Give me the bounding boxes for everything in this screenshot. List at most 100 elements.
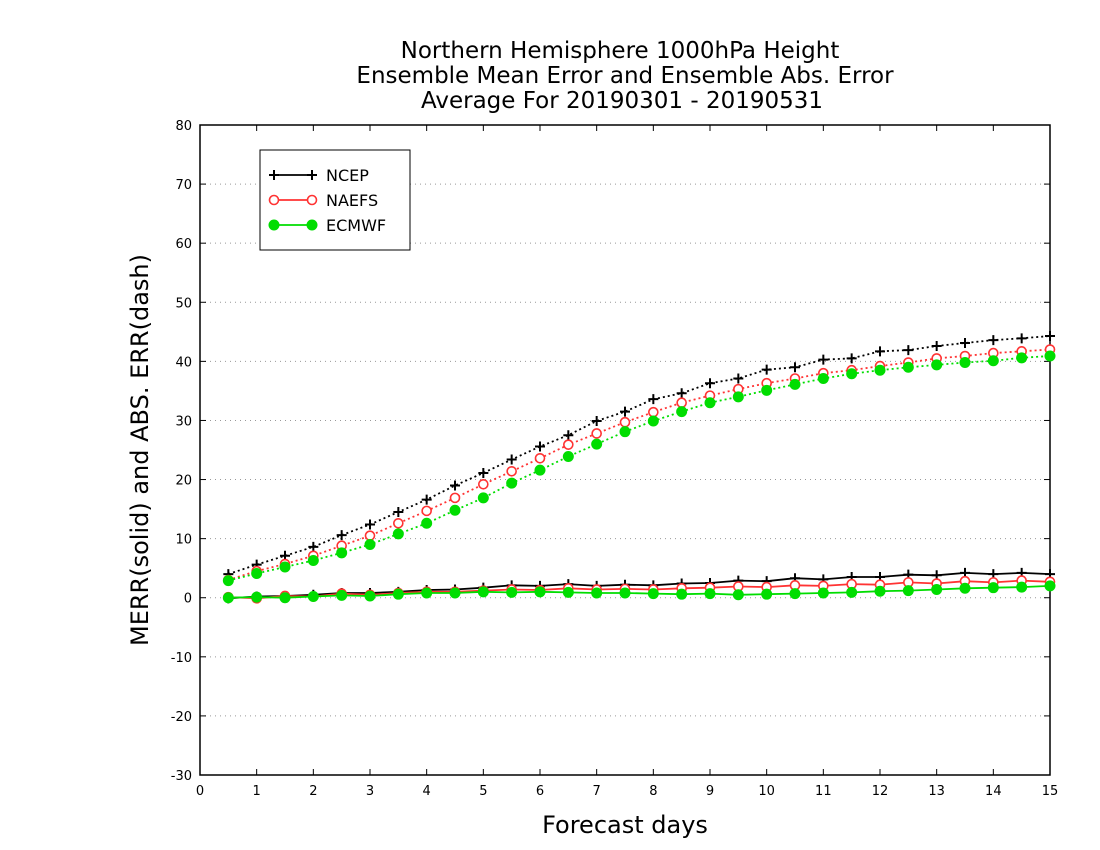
title-line-1: Northern Hemisphere 1000hPa Height: [401, 38, 840, 64]
ecmwf-abs-err-point: [647, 415, 659, 427]
naefs-abs-err-point: [648, 406, 659, 418]
x-tick-label: 1: [253, 784, 261, 799]
ncep-abs-err-point: [761, 364, 772, 375]
ecmwf-mean-err-point: [534, 586, 546, 598]
ecmwf-mean-err-point: [307, 591, 319, 603]
x-tick-label: 11: [815, 784, 832, 799]
x-tick-label: 9: [706, 784, 714, 799]
ecmwf-mean-err-point: [619, 587, 631, 599]
ecmwf-mean-err-point: [902, 585, 914, 597]
ncep-abs-err-point: [875, 346, 885, 357]
y-tick-label: 60: [175, 237, 192, 252]
ecmwf-abs-err-point: [364, 539, 376, 551]
ecmwf-mean-err-point: [506, 586, 518, 598]
ncep-abs-err-point: [818, 354, 829, 365]
naefs-abs-err-point: [478, 478, 489, 490]
ecmwf-abs-err-point: [987, 355, 999, 367]
ncep-abs-err-point: [733, 373, 744, 384]
legend-label-ncep: NCEP: [326, 166, 369, 185]
naefs-abs-err-point: [364, 530, 376, 541]
y-tick-label: 50: [175, 296, 192, 311]
ecmwf-mean-err-point: [732, 589, 744, 601]
ncep-abs-err-point: [478, 468, 489, 479]
y-tick-label: 20: [175, 474, 192, 489]
x-tick-label: 14: [985, 784, 1002, 799]
ecmwf-mean-err-point: [987, 582, 999, 594]
ecmwf-abs-err-point: [761, 384, 773, 396]
ecmwf-abs-err-point: [279, 561, 291, 573]
ncep-abs-err-point: [365, 519, 375, 530]
y-tick-label: 40: [175, 355, 192, 370]
ncep-abs-err-point: [988, 335, 999, 346]
x-tick-label: 6: [536, 784, 544, 799]
naefs-abs-err-point: [534, 452, 546, 464]
legend-marker-ncep: [269, 170, 279, 180]
ecmwf-abs-err-line: [228, 355, 1051, 582]
ncep-abs-err-point: [648, 394, 659, 405]
naefs-abs-err-point: [563, 439, 574, 450]
ncep-abs-err-point: [506, 454, 517, 465]
ncep-abs-err-point: [960, 338, 970, 349]
x-tick-label: 2: [309, 784, 317, 799]
ncep-abs-err-point: [450, 480, 460, 491]
ecmwf-abs-err-point: [591, 438, 603, 450]
ecmwf-abs-err-point: [534, 464, 546, 476]
ecmwf-abs-err-point: [562, 451, 574, 462]
y-tick-label: 80: [175, 119, 192, 134]
x-tick-label: 15: [1042, 784, 1059, 799]
ecmwf-mean-err-point: [874, 585, 886, 597]
ecmwf-mean-err-point: [846, 586, 858, 598]
ecmwf-abs-err-point: [222, 575, 234, 587]
x-tick-label: 13: [928, 784, 945, 799]
y-tick-label: -30: [171, 769, 192, 784]
ecmwf-abs-err-point: [477, 492, 489, 504]
ecmwf-abs-err-point: [392, 528, 404, 540]
ecmwf-mean-err-point: [931, 583, 943, 595]
ncep-abs-err-point: [535, 441, 545, 452]
naefs-abs-err-point: [591, 428, 602, 439]
x-tick-label: 0: [196, 784, 204, 799]
ecmwf-abs-err-point: [619, 426, 631, 438]
ecmwf-abs-err-point: [874, 364, 886, 376]
ecmwf-abs-err-point: [1016, 352, 1028, 364]
ecmwf-abs-err-point: [421, 517, 433, 529]
ncep-abs-err-point: [620, 406, 630, 417]
legend-marker-ncep: [307, 170, 317, 180]
x-tick-label: 7: [593, 784, 601, 799]
legend-label-ecmwf: ECMWF: [326, 216, 386, 235]
ecmwf-abs-err-point: [336, 547, 348, 559]
ecmwf-mean-err-point: [251, 591, 263, 603]
title-line-3: Average For 20190301 - 20190531: [421, 88, 823, 114]
plot-frame: [199, 124, 1051, 776]
x-tick-label: 4: [423, 784, 431, 799]
naefs-abs-err-point: [506, 465, 517, 477]
ecmwf-abs-err-point: [931, 359, 943, 371]
ncep-abs-err-point: [790, 362, 800, 373]
naefs-abs-err-point: [676, 397, 687, 409]
grid-lines: [200, 183, 1050, 717]
ecmwf-mean-err-point: [336, 589, 348, 601]
x-tick-label: 10: [758, 784, 775, 799]
naefs-abs-err-point: [393, 517, 404, 529]
y-tick-label: -10: [171, 651, 192, 666]
ecmwf-abs-err-point: [902, 361, 914, 373]
ecmwf-mean-err-point: [1016, 581, 1028, 593]
ncep-abs-err-point: [676, 388, 687, 399]
ncep-abs-err-point: [1045, 330, 1055, 341]
ecmwf-mean-err-line: [228, 585, 1051, 599]
ncep-abs-err-line: [228, 335, 1051, 575]
ecmwf-mean-err-point: [449, 587, 461, 599]
ncep-abs-err-point: [421, 494, 432, 505]
ncep-abs-err-point: [308, 541, 319, 552]
ncep-abs-err-point: [931, 341, 942, 351]
x-tick-label: 3: [366, 784, 374, 799]
x-tick-label: 12: [872, 784, 889, 799]
ncep-abs-err-point: [336, 530, 347, 541]
x-tick-label: 8: [649, 784, 657, 799]
ecmwf-abs-err-point: [307, 555, 319, 566]
ecmwf-mean-err-point: [591, 587, 603, 599]
ecmwf-abs-err-point: [846, 368, 858, 380]
legend-marker-naefs: [268, 194, 280, 206]
ecmwf-mean-err-point: [364, 590, 376, 602]
